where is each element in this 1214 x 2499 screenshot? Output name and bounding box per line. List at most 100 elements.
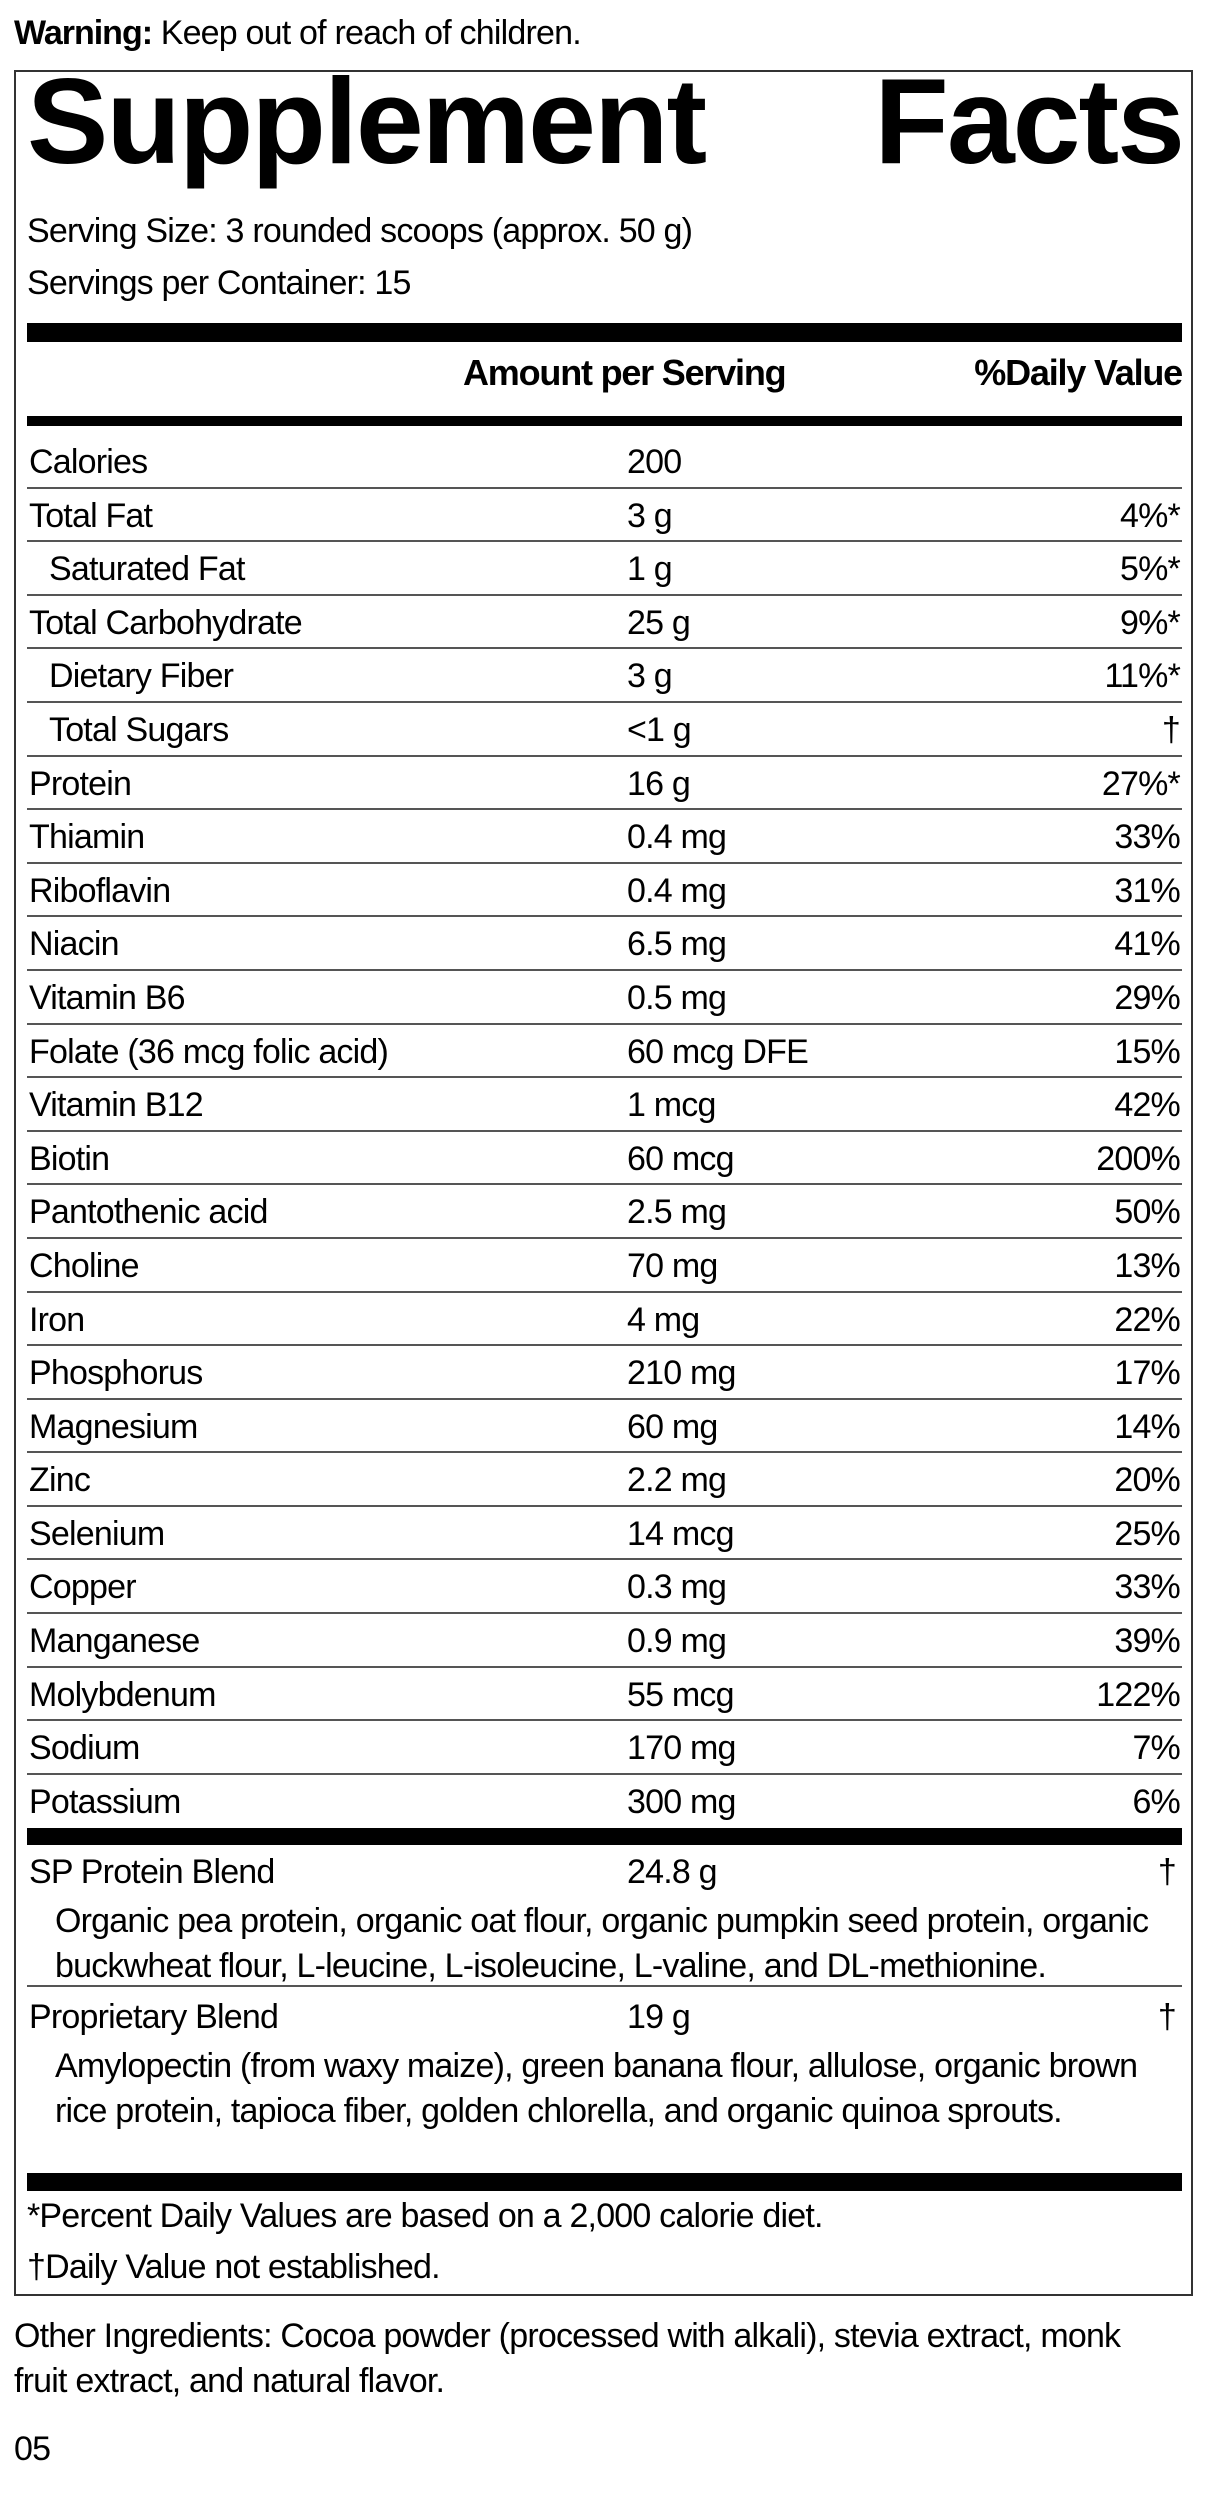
nutrient-daily-value: 122% (1096, 1675, 1181, 1714)
nutrient-name: Protein (29, 764, 132, 803)
nutrient-row: Calories 200 (27, 435, 1182, 489)
nutrient-row: Biotin 60 mcg 200% (27, 1132, 1182, 1186)
nutrient-amount: 14 mcg (627, 1514, 735, 1553)
nutrient-daily-value: 7% (1132, 1729, 1180, 1768)
nutrient-amount: 4 mg (627, 1300, 700, 1339)
nutrient-row: Magnesium 60 mg 14% (27, 1400, 1182, 1454)
nutrient-amount: 200 (627, 443, 682, 481)
nutrient-amount: <1 g (627, 710, 692, 749)
nutrient-daily-value: 20% (1114, 1461, 1180, 1500)
nutrient-daily-value: 5%* (1120, 550, 1181, 589)
nutrient-row: Niacin 6.5 mg 41% (27, 917, 1182, 971)
servings-per-container: Servings per Container: 15 (27, 264, 411, 302)
nutrient-amount: 3 g (627, 496, 673, 535)
nutrient-amount: 0.3 mg (627, 1568, 727, 1607)
nutrient-name: Iron (29, 1300, 85, 1339)
warning-label: Warning: (14, 14, 153, 52)
nutrient-name: Dietary Fiber (49, 657, 234, 696)
nutrient-name: Potassium (29, 1782, 181, 1821)
warning-text: Warning: Keep out of reach of children. (14, 14, 582, 53)
nutrient-name: Zinc (29, 1461, 91, 1500)
title-supplement: Supplement (27, 53, 707, 189)
nutrient-amount: 1 mcg (627, 1086, 716, 1125)
nutrient-name: Thiamin (29, 818, 145, 857)
nutrient-row: Total Sugars <1 g † (27, 703, 1182, 757)
blend-dv: † (1157, 1853, 1177, 1891)
nutrient-name: Biotin (29, 1139, 110, 1178)
nutrient-name: Choline (29, 1246, 140, 1285)
nutrient-name: Sodium (29, 1729, 140, 1768)
nutrient-amount: 60 mg (627, 1407, 718, 1446)
nutrient-row: Choline 70 mg 13% (27, 1239, 1182, 1293)
serving-size: Serving Size: 3 rounded scoops (approx. … (27, 212, 693, 250)
nutrient-amount: 25 g (627, 603, 691, 642)
nutrient-row: Phosphorus 210 mg 17% (27, 1346, 1182, 1400)
nutrient-daily-value: 33% (1114, 1568, 1180, 1607)
header-daily-value: %Daily Value (974, 352, 1183, 393)
nutrient-daily-value: 6% (1132, 1782, 1180, 1821)
nutrient-name: Riboflavin (29, 871, 171, 910)
footnote-dv-not-established: †Daily Value not established. (27, 2248, 441, 2286)
warning-message: Keep out of reach of children. (152, 14, 582, 52)
nutrient-amount: 1 g (627, 550, 673, 589)
nutrient-row: Vitamin B12 1 mcg 42% (27, 1078, 1182, 1132)
nutrient-daily-value: 200% (1096, 1139, 1181, 1178)
nutrient-daily-value: 15% (1114, 1032, 1180, 1071)
nutrient-amount: 0.4 mg (627, 818, 727, 857)
nutrient-daily-value: 42% (1114, 1086, 1180, 1125)
nutrient-row: Molybdenum 55 mcg 122% (27, 1668, 1182, 1722)
nutrient-name: Copper (29, 1568, 137, 1607)
nutrient-daily-value: 27%* (1101, 764, 1181, 803)
nutrient-amount: 3 g (627, 657, 673, 696)
nutrient-row: Iron 4 mg 22% (27, 1293, 1182, 1347)
footnote-daily-values: *Percent Daily Values are based on a 2,0… (27, 2197, 823, 2235)
nutrient-row: Saturated Fat 1 g 5%* (27, 542, 1182, 596)
blend-ingredients: Organic pea protein, organic oat flour, … (55, 1902, 1149, 1985)
nutrient-daily-value: 11%* (1104, 657, 1180, 696)
nutrient-daily-value: 4%* (1120, 496, 1181, 535)
nutrient-row: Dietary Fiber 3 g 11%* (27, 649, 1182, 703)
blend-amount: 24.8 g (627, 1853, 718, 1891)
nutrient-row: Vitamin B6 0.5 mg 29% (27, 971, 1182, 1025)
nutrient-row: Potassium 300 mg 6% (27, 1775, 1182, 1829)
nutrient-amount: 210 mg (627, 1354, 736, 1393)
nutrient-name: Folate (36 mcg folic acid) (29, 1032, 389, 1071)
nutrient-amount: 170 mg (627, 1729, 736, 1768)
nutrient-name: Calories (29, 443, 148, 481)
nutrient-row: Total Carbohydrate 25 g 9%* (27, 596, 1182, 650)
nutrient-daily-value: 29% (1114, 978, 1180, 1017)
supplement-facts-panel (14, 70, 1193, 2296)
nutrient-amount: 0.5 mg (627, 978, 727, 1017)
nutrient-table: Calories 200 Total Fat 3 g 4%* Saturated Fat 1… (27, 435, 1182, 1828)
nutrient-row: Total Fat 3 g 4%* (27, 489, 1182, 543)
nutrient-amount: 6.5 mg (627, 925, 727, 964)
panel-title: Supplement Facts (27, 53, 1185, 189)
nutrient-name: Phosphorus (29, 1354, 203, 1393)
nutrient-daily-value: 22% (1114, 1300, 1180, 1339)
nutrient-row: Riboflavin 0.4 mg 31% (27, 864, 1182, 918)
nutrient-name: Saturated Fat (49, 550, 245, 589)
nutrient-name: Niacin (29, 925, 119, 964)
nutrient-name: Vitamin B12 (29, 1086, 204, 1125)
nutrient-daily-value: 31% (1114, 871, 1180, 910)
nutrient-amount: 55 mcg (627, 1675, 735, 1714)
title-facts: Facts (874, 53, 1185, 189)
nutrient-daily-value: 9%* (1120, 603, 1181, 642)
nutrient-daily-value: 14% (1114, 1407, 1180, 1446)
nutrient-daily-value: 33% (1114, 818, 1180, 857)
nutrient-daily-value: 25% (1114, 1514, 1180, 1553)
nutrient-name: Total Sugars (49, 710, 229, 749)
nutrient-amount: 300 mg (627, 1782, 736, 1821)
nutrient-row: Copper 0.3 mg 33% (27, 1560, 1182, 1615)
nutrient-amount: 60 mcg DFE (627, 1032, 809, 1071)
nutrient-row: Thiamin 0.4 mg 33% (27, 810, 1182, 864)
nutrient-name: Molybdenum (29, 1675, 216, 1714)
nutrient-amount: 16 g (627, 764, 691, 803)
nutrient-name: Pantothenic acid (29, 1193, 268, 1232)
blend-dv: † (1157, 1998, 1177, 2036)
nutrient-row: Zinc 2.2 mg 20% (27, 1453, 1182, 1507)
other-ingredients: Other Ingredients: Cocoa powder (process… (14, 2317, 1121, 2400)
nutrient-name: Total Carbohydrate (29, 603, 303, 642)
label-code: 05 (14, 2430, 51, 2468)
nutrient-name: Vitamin B6 (29, 978, 186, 1017)
